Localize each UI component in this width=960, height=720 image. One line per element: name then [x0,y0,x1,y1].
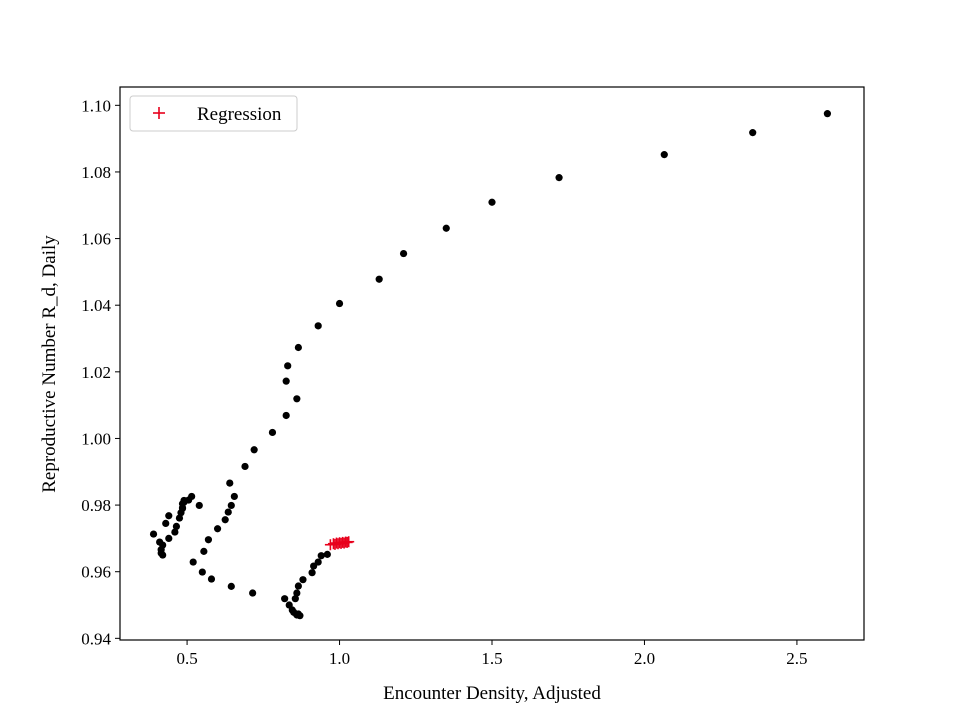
data-point [323,550,331,558]
data-point [175,514,184,522]
x-axis-label: Encounter Density, Adjusted [383,683,601,704]
y-tick-label: 1.08 [81,163,111,182]
data-point [149,530,158,538]
data-point [156,538,164,546]
plot-frame [119,86,865,641]
data-point [195,501,203,510]
data-point [250,446,258,454]
data-point [294,343,302,352]
data-point [268,428,277,437]
data-point [230,492,238,501]
data-point [165,534,173,542]
data-point [198,568,206,576]
data-point [172,522,181,531]
data-point [299,576,307,584]
data-point [224,508,232,516]
data-point [293,589,301,597]
data-point [221,516,229,524]
data-point [284,362,292,370]
data-point [189,558,197,566]
data-point [399,249,408,258]
data-point [159,551,167,559]
data-point [294,582,302,590]
data-point [749,129,757,137]
y-tick-label: 1.04 [81,296,111,315]
legend-box [129,95,298,132]
x-tick-label: 1.5 [481,649,502,668]
data-point [555,174,563,182]
data-point [227,582,235,590]
y-tick-label: 1.02 [81,363,111,382]
data-point [178,504,187,513]
data-point [200,547,208,555]
data-point [823,110,832,118]
data-point [249,589,257,597]
data-point [314,558,322,566]
ticks-layer: 0.5 1.0 1.5 2.0 2.5 0.94 0.96 0.98 1.00 1.02 1.04 1… [81,96,807,668]
data-point [488,198,496,206]
y-axis-label: Reproductive Number R_d, Daily [39,235,60,493]
data-point [291,595,299,603]
regression-point [343,536,355,548]
legend-marker-regression [153,107,165,119]
data-point [317,552,325,560]
data-point [660,151,668,159]
data-point [282,411,290,420]
data-point [282,377,290,385]
data-point [294,610,302,618]
data-point [204,536,213,544]
data-point [171,528,179,536]
data-point [308,569,316,577]
data-point [293,395,301,403]
data-point [227,501,235,510]
data-point [281,595,289,603]
data-point [213,525,222,533]
data-point [207,575,216,583]
y-tick-label: 1.00 [81,429,111,448]
y-tick-label: 0.94 [81,629,111,648]
x-tick-label: 2.5 [786,649,807,668]
legend: Regression [129,95,298,132]
data-point [241,462,249,471]
legend-plus-icon [153,107,165,119]
x-tick-label: 0.5 [176,649,197,668]
data-point [185,496,193,504]
x-tick-label: 2.0 [634,649,655,668]
y-tick-label: 1.10 [81,96,111,115]
data-point [442,224,450,232]
data-point [226,479,234,487]
data-point [375,275,383,283]
y-tick-label: 1.06 [81,230,111,249]
legend-label-regression: Regression [197,104,282,125]
data-point [162,519,170,528]
y-tick-label: 0.98 [81,496,111,515]
data-point [314,322,322,330]
data-point [335,299,344,308]
y-tick-label: 0.96 [81,563,111,582]
marks-layer [149,110,832,620]
x-tick-label: 1.0 [329,649,350,668]
data-point [165,512,173,520]
